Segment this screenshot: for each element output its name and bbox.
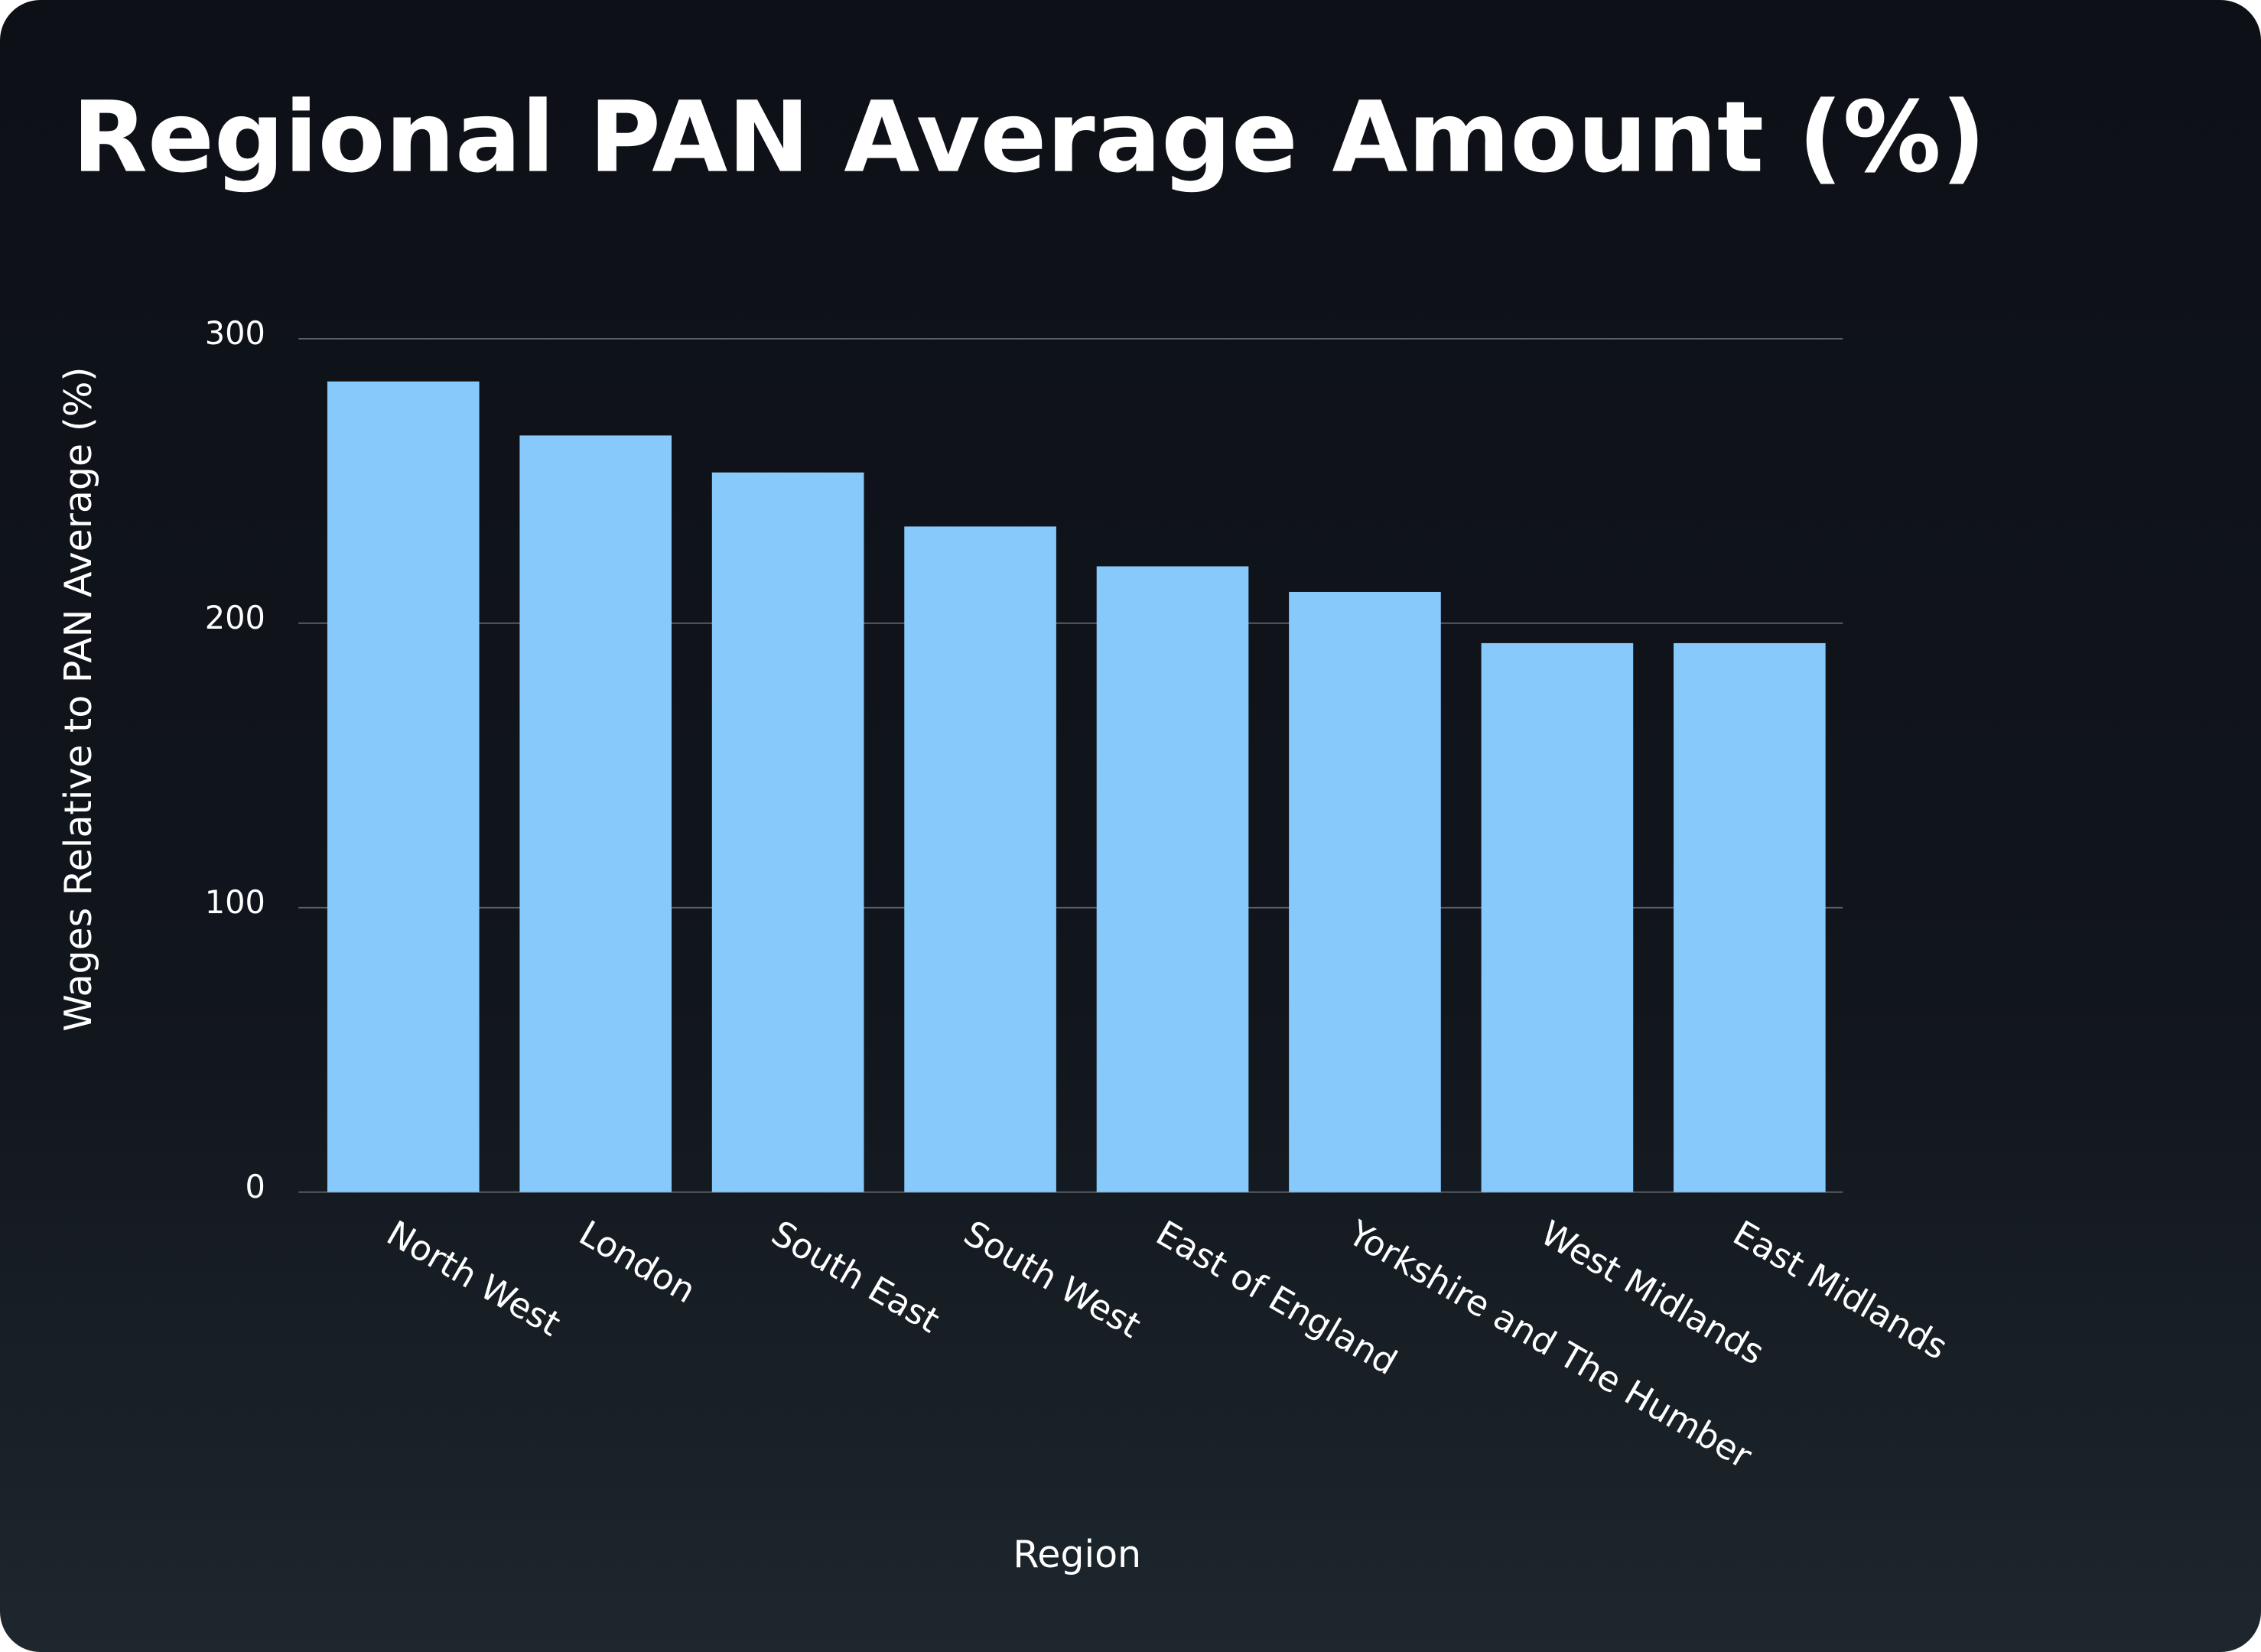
bar [1674,642,1826,1192]
chart-title: Regional PAN Average Amount (%) [72,81,1986,195]
y-axis-label: Wages Relative to PAN Average (%) [57,366,100,1031]
bar [711,472,864,1192]
bar [1096,566,1249,1192]
y-tick-label: 0 [245,1169,265,1205]
y-tick-label: 100 [205,884,265,921]
bar [1481,642,1634,1192]
bar [519,435,672,1192]
y-tick-label: 200 [205,600,265,636]
bar [904,526,1056,1192]
y-tick-label: 300 [205,315,265,352]
x-axis-label: Region [1013,1533,1141,1576]
bar [1289,591,1441,1192]
bar [327,381,480,1192]
